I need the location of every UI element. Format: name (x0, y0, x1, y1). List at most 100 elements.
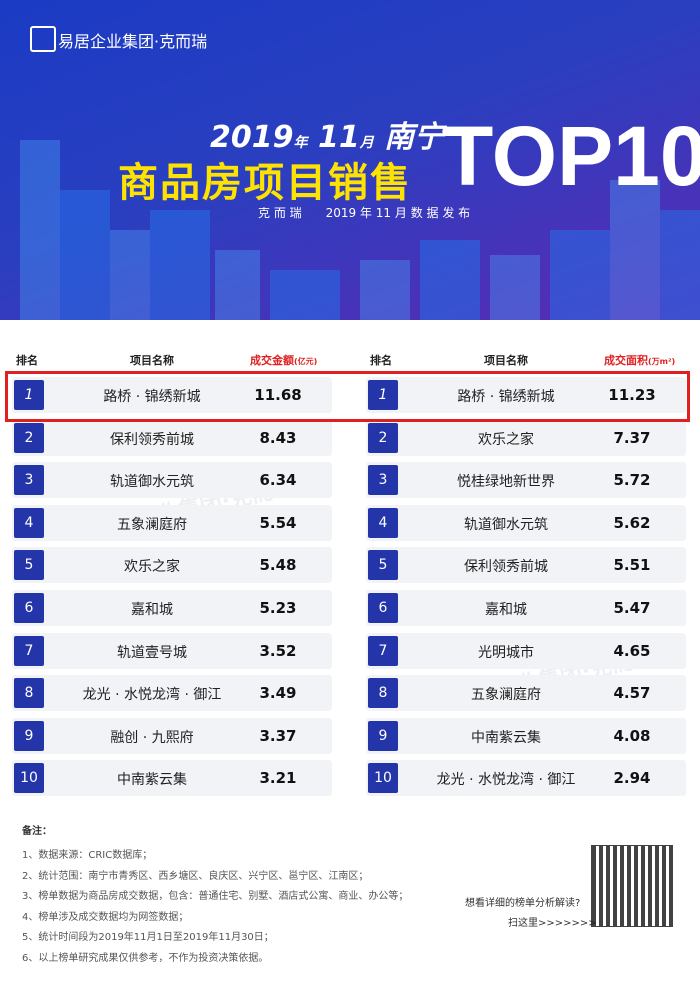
row-bg (12, 504, 332, 541)
value: 3.37 (259, 726, 297, 745)
notes-title: 备注： (22, 826, 52, 837)
project-name: 保利领秀前城 (110, 431, 194, 448)
highlight-box (5, 371, 690, 422)
rank: 6 (14, 593, 44, 623)
unit: (万m²) (648, 357, 676, 366)
project-name: 中南紫云集 (471, 729, 541, 746)
rank: 10 (368, 763, 398, 794)
logo: 易居企业集团·克而瑞 (58, 32, 208, 51)
project-name: 融创 · 九熙府 (110, 729, 194, 746)
project-name: 路桥 · 锦绣新城 (103, 389, 201, 405)
value: 5.62 (613, 513, 651, 532)
month-unit: 月 (359, 135, 374, 151)
col-header: 成交金额(亿元) (250, 352, 317, 368)
rank: 4 (14, 507, 44, 538)
qr-code[interactable] (591, 845, 673, 927)
row-bg (12, 717, 332, 754)
rank: 10 (14, 763, 44, 794)
project-name: 龙光 · 水悦龙湾 · 御江 (436, 772, 576, 789)
project-name: 保利领秀前城 (464, 559, 548, 576)
value: 4.65 (613, 641, 651, 660)
subtitle: 克 而 瑞 2019 年 11 月 数 据 发 布 (258, 206, 471, 220)
title: 商品房项目销售 (118, 160, 412, 206)
rank: 8 (368, 678, 398, 709)
project-name: 轨道御水元筑 (110, 474, 194, 491)
row-bg (366, 547, 686, 584)
col-header: 成交面积 (604, 354, 648, 367)
project-name: 嘉和城 (485, 602, 527, 618)
project-name: 龙光 · 水悦龙湾 · 御江 (82, 687, 222, 704)
rank: 3 (14, 465, 44, 496)
project-name: 欢乐之家 (124, 559, 180, 576)
qr-caption: 想看详细的榜单分析解读? (465, 898, 581, 909)
project-name: 中南紫云集 (117, 772, 187, 789)
date-line: 2019年 11月 南宁 (210, 112, 444, 156)
rank: 8 (14, 678, 44, 709)
value: 5.54 (259, 513, 297, 532)
row-bg (12, 547, 332, 584)
row-bg (366, 675, 686, 712)
project-name: 轨道壹号城 (117, 644, 187, 661)
value: 11.23 (608, 386, 656, 404)
value: 3.21 (259, 769, 297, 788)
col-header: 成交金额 (250, 354, 294, 367)
value: 6.34 (259, 471, 297, 490)
row-bg (366, 632, 686, 669)
project-name: 轨道御水元筑 (464, 516, 548, 533)
project-name: 光明城市 (478, 644, 534, 661)
month: 11 (317, 120, 360, 155)
note-item: 1、数据来源：CRIC数据库； (22, 850, 153, 861)
col-header: 排名 (370, 354, 392, 367)
note-item: 3、榜单数据为商品房成交数据，包含：普通住宅、别墅、酒店式公寓、商业、办公等； (22, 891, 409, 902)
top: TOP10 (442, 109, 700, 203)
col-header: 项目名称 (484, 354, 528, 367)
value: 3.52 (259, 641, 297, 660)
qr-action[interactable]: 扫这里>>>>>>> (508, 918, 597, 929)
city: 南宁 (384, 120, 445, 155)
row-bg (12, 462, 332, 499)
value: 4.57 (613, 684, 651, 703)
col-header: 项目名称 (130, 354, 174, 367)
value: 8.43 (259, 428, 297, 447)
rank: 9 (14, 720, 44, 751)
value: 5.72 (613, 471, 651, 490)
col-header: 成交面积(万m²) (604, 352, 675, 368)
value: 5.51 (613, 556, 651, 575)
note-item: 5、统计时间段为2019年11月1日至2019年11月30日； (22, 932, 274, 943)
value: 5.23 (259, 599, 297, 617)
project-name: 路桥 · 锦绣新城 (457, 389, 555, 405)
rank: 5 (368, 550, 398, 581)
rank: 9 (368, 720, 398, 751)
rank: 2 (368, 422, 398, 453)
year-unit: 年 (293, 135, 308, 151)
row-bg (366, 590, 686, 626)
row-bg (12, 675, 332, 712)
note-item: 2、统计范围：南宁市青秀区、西乡塘区、良庆区、兴宁区、邕宁区、江南区； (22, 870, 369, 882)
project-name: 悦桂绿地新世界 (457, 474, 555, 491)
rank: 7 (14, 635, 44, 666)
value: 5.48 (259, 556, 297, 575)
header: 易居企业集团·克而瑞 2019年 11月 南宁 商品房项目销售 TOP10 克 … (0, 0, 700, 320)
project-name: 五象澜庭府 (117, 516, 187, 533)
rank: 1 (14, 380, 44, 410)
note-item: 4、榜单涉及成交数据均为网签数据； (22, 911, 189, 923)
rank: 3 (368, 465, 398, 496)
rank: 5 (14, 550, 44, 581)
project-name: 五象澜庭府 (471, 687, 541, 704)
col-header: 排名 (16, 354, 38, 367)
row-bg (12, 760, 332, 797)
row-bg (366, 462, 686, 499)
row-bg (12, 377, 332, 413)
logo-icon (30, 26, 56, 52)
value: 11.68 (254, 386, 302, 404)
value: 3.49 (259, 684, 297, 703)
row-bg (366, 504, 686, 541)
value: 4.08 (613, 726, 651, 745)
unit: (亿元) (294, 357, 318, 366)
project-name: 嘉和城 (131, 602, 173, 618)
value: 2.94 (613, 769, 651, 788)
rank: 6 (368, 593, 398, 623)
rank: 4 (368, 507, 398, 538)
